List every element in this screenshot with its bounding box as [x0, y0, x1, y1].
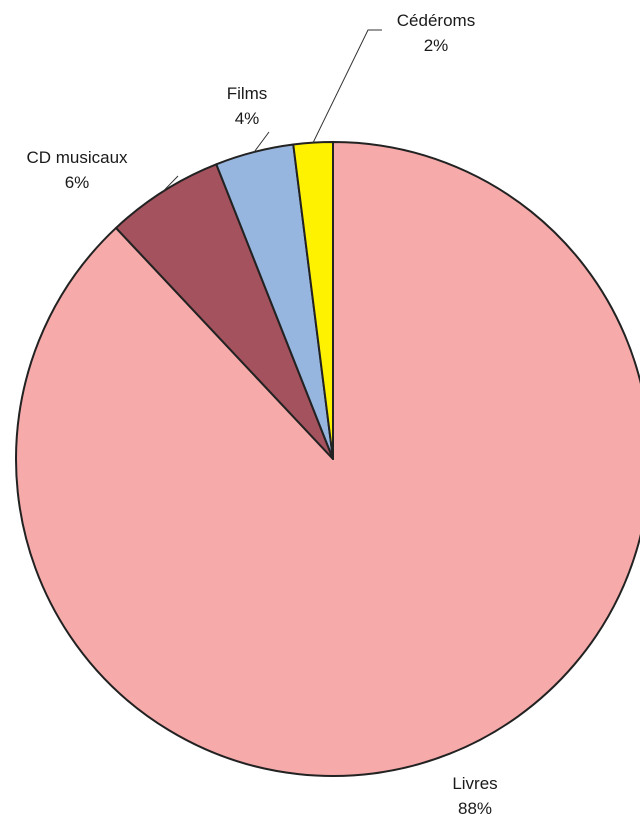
slice-label-cd-musicaux: CD musicaux: [26, 148, 128, 167]
slice-label-cederoms: Cédéroms: [397, 11, 475, 30]
pie-slice-livres: [15, 141, 640, 777]
leader-line-films: [253, 131, 270, 153]
slice-percent-cd-musicaux: 6%: [65, 173, 90, 192]
leader-line-cd-musicaux: [162, 175, 179, 192]
slice-percent-cederoms: 2%: [424, 36, 449, 55]
label-cd-musicaux: CD musicaux 6%: [26, 148, 128, 192]
pie-slice-cd-musicaux: [115, 163, 334, 460]
pie-slice-cederoms: [292, 141, 334, 460]
leader-line-cederoms: [312, 29, 382, 143]
label-livres: Livres 88%: [452, 774, 497, 818]
leader-lines: [162, 29, 382, 192]
slice-label-livres: Livres: [452, 774, 497, 793]
label-films: Films 4%: [227, 84, 268, 128]
pie-slices: [15, 141, 640, 777]
slice-percent-livres: 88%: [458, 799, 492, 818]
slice-label-films: Films: [227, 84, 268, 103]
label-cederoms: Cédéroms 2%: [397, 11, 475, 55]
slice-percent-films: 4%: [235, 109, 260, 128]
